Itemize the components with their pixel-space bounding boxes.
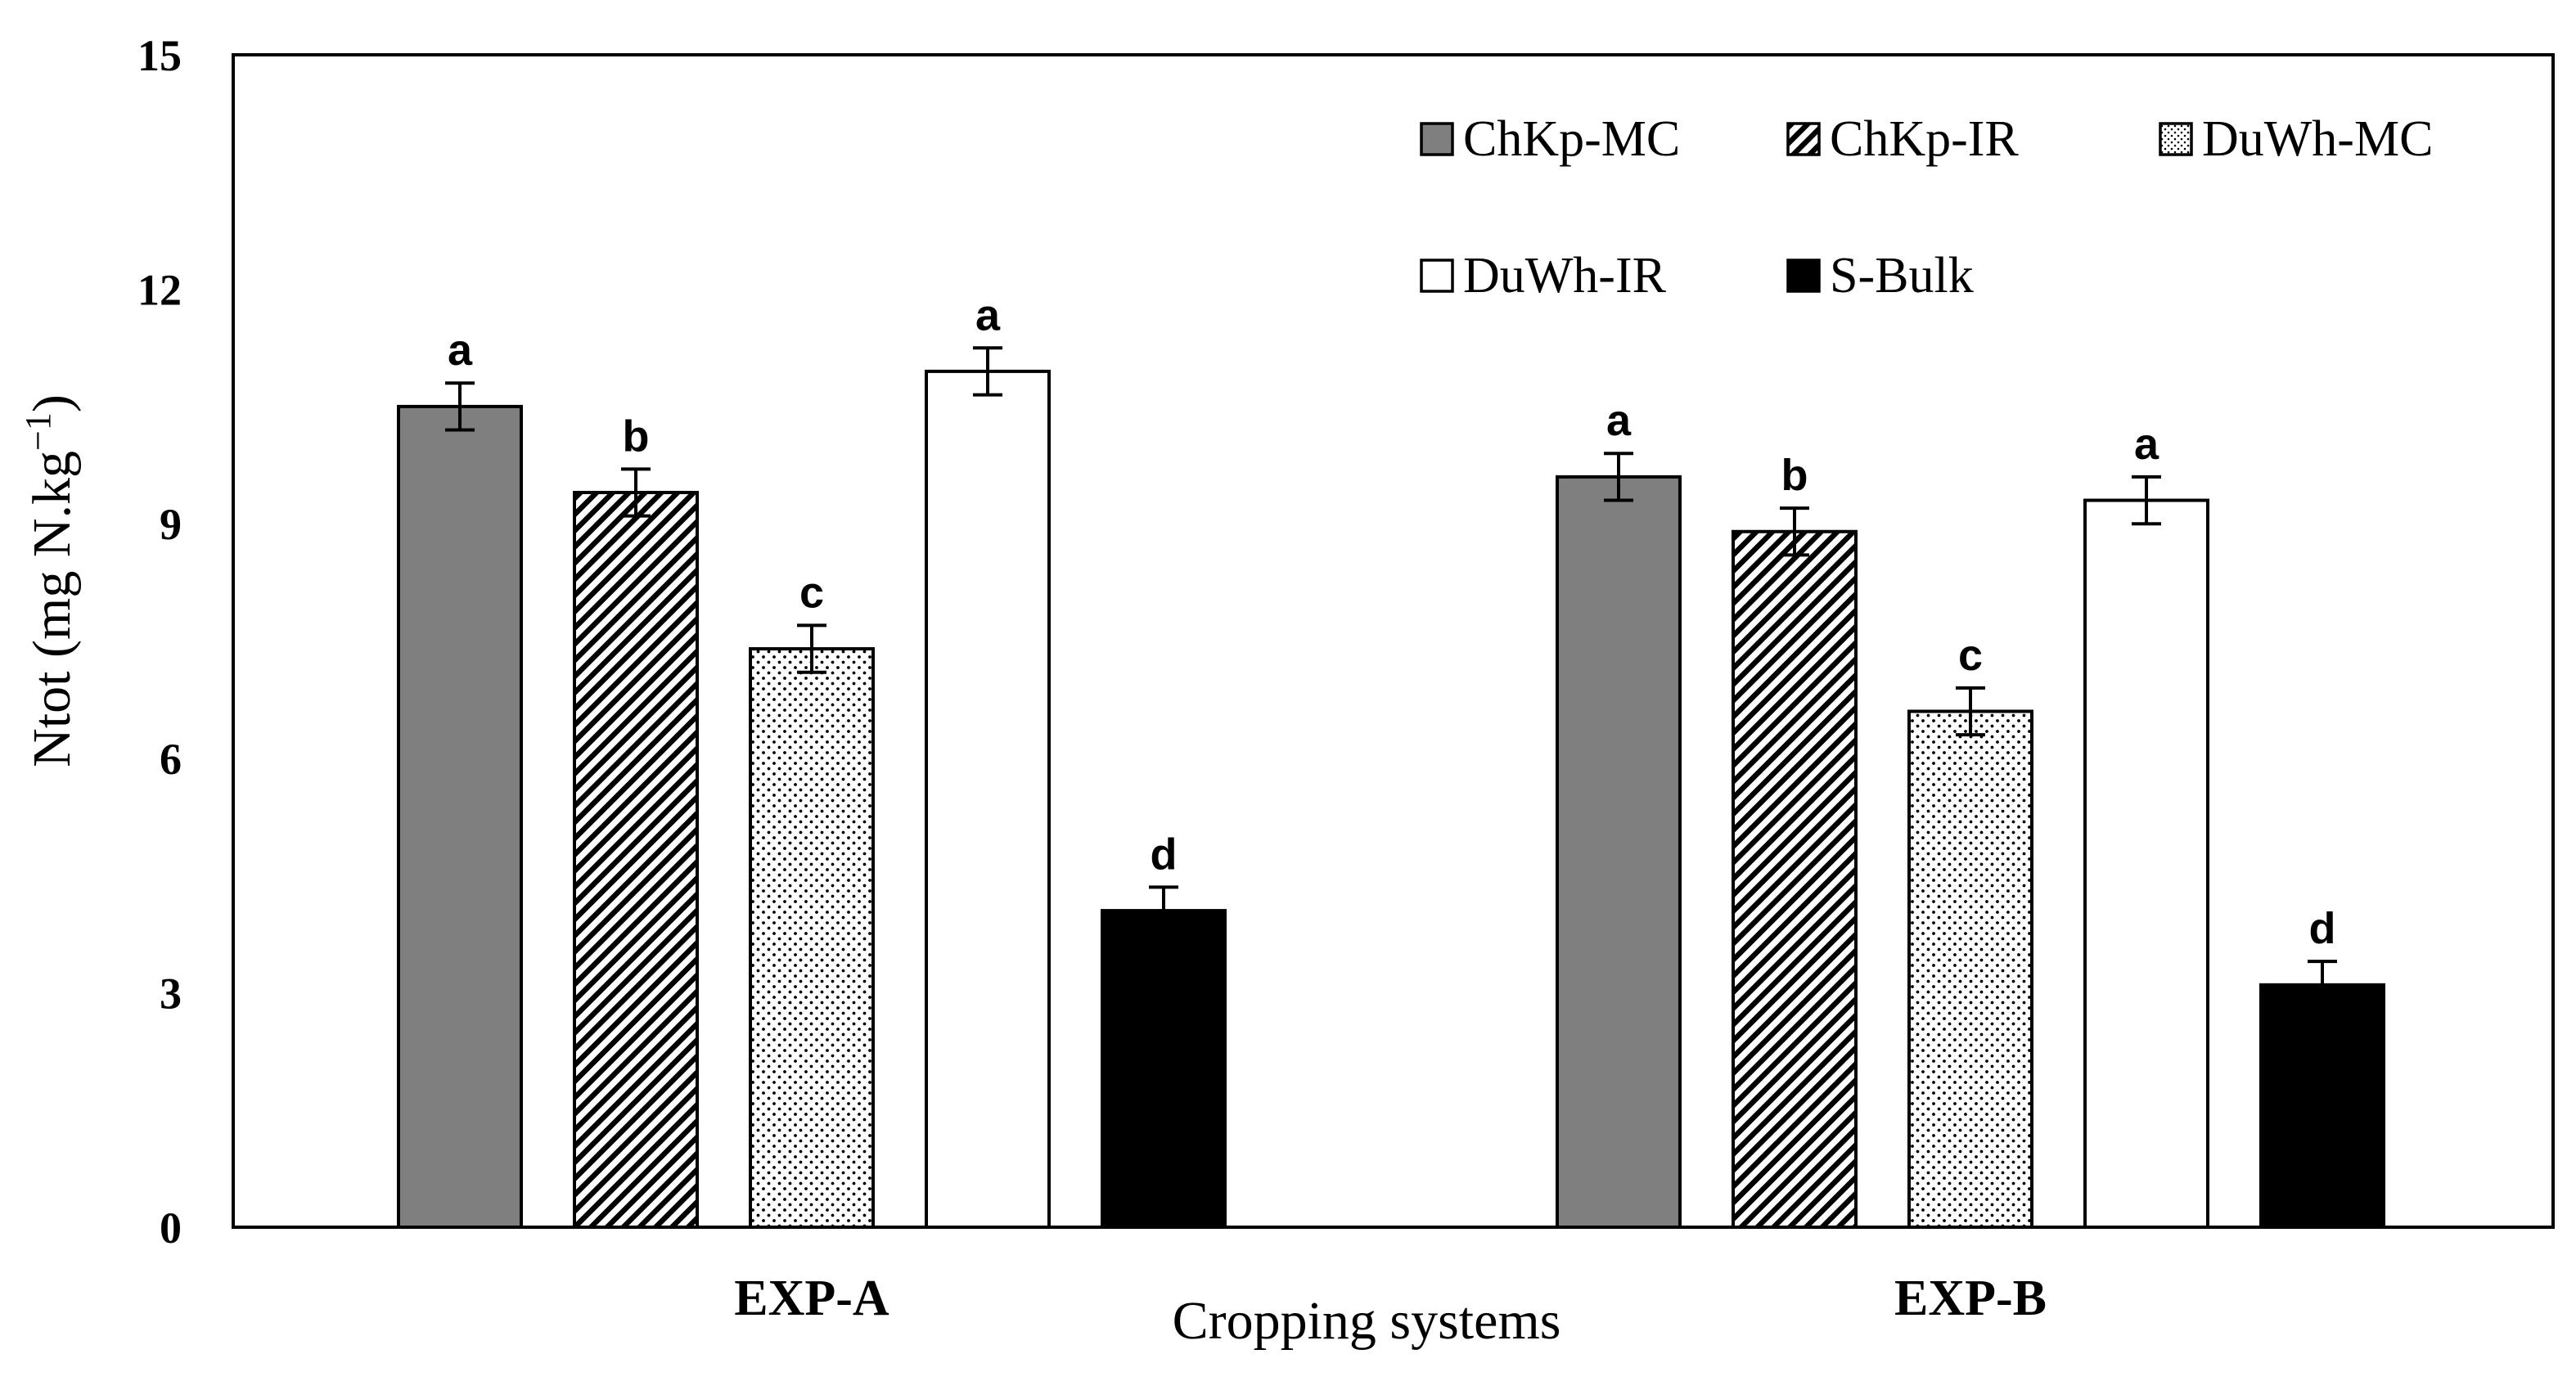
legend-label-chkp-mc: ChKp-MC — [1463, 111, 1680, 167]
error-bar-exp-a-duwh-mc — [797, 623, 826, 674]
bar-exp-a-duwh-mc — [749, 647, 875, 1229]
error-bar-exp-b-duwh-ir — [2132, 475, 2161, 526]
bar-group-exp-a: a b c a d EXP-A — [397, 290, 1227, 1326]
bar-exp-a-s-bulk — [1101, 909, 1227, 1229]
y-axis-title-close: ) — [22, 394, 82, 412]
error-bar-exp-a-s-bulk — [1149, 885, 1178, 936]
legend-swatch-s-bulk — [1786, 259, 1821, 293]
y-tick-label-0: 0 — [160, 1203, 182, 1253]
legend-item-chkp-ir: ChKp-IR — [1786, 111, 2019, 167]
significance-letter-exp-a-chkp-mc: a — [448, 326, 473, 375]
bar-exp-a-chkp-ir — [573, 490, 699, 1229]
error-bar-exp-b-s-bulk — [2308, 960, 2337, 1010]
bar-exp-b-s-bulk — [2259, 983, 2385, 1229]
legend-item-duwh-ir: DuWh-IR — [1420, 248, 1667, 304]
legend-swatch-chkp-ir — [1786, 122, 1821, 156]
significance-letter-exp-b-chkp-mc: a — [1606, 396, 1632, 445]
x-category-label-exp-a: EXP-A — [734, 1271, 889, 1326]
error-bar-exp-b-duwh-mc — [1956, 686, 1985, 737]
significance-letter-exp-b-chkp-ir: b — [1781, 451, 1808, 500]
y-axis-title-main: Ntot (mg N.kg — [22, 451, 82, 767]
legend-swatch-duwh-ir — [1420, 259, 1454, 293]
significance-letter-exp-a-duwh-ir: a — [975, 290, 1001, 340]
bar-exp-b-chkp-ir — [1732, 529, 1858, 1229]
y-tick-label-9: 9 — [160, 500, 182, 549]
error-bar-exp-a-chkp-ir — [621, 467, 651, 518]
plot-area-frame — [232, 53, 2555, 1229]
error-bar-exp-b-chkp-mc — [1604, 452, 1633, 502]
significance-letter-exp-a-chkp-ir: b — [623, 412, 650, 461]
legend-label-duwh-ir: DuWh-IR — [1463, 248, 1667, 304]
legend-label-duwh-mc: DuWh-MC — [2202, 111, 2433, 167]
significance-letter-exp-a-duwh-mc: c — [799, 568, 824, 617]
y-axis-ticks: 0 3 6 9 12 15 — [137, 31, 182, 1253]
bar-exp-a-duwh-ir — [925, 369, 1051, 1229]
significance-letter-exp-b-s-bulk: d — [2309, 904, 2336, 953]
legend-swatch-duwh-mc — [2159, 122, 2193, 156]
legend-swatch-chkp-mc — [1420, 122, 1454, 156]
bar-group-exp-b: a b c a d EXP-B — [1556, 396, 2385, 1326]
legend-label-s-bulk: S-Bulk — [1830, 248, 1974, 304]
y-tick-label-3: 3 — [160, 969, 182, 1018]
bar-exp-b-duwh-mc — [1907, 709, 2033, 1229]
significance-letter-exp-b-duwh-ir: a — [2134, 420, 2159, 469]
bar-exp-b-chkp-mc — [1556, 475, 1682, 1229]
error-bar-exp-b-chkp-ir — [1780, 506, 1809, 557]
legend-item-duwh-mc: DuWh-MC — [2159, 111, 2433, 167]
significance-letter-exp-b-duwh-mc: c — [1958, 631, 1983, 680]
y-axis-title-superscript: −1 — [18, 412, 58, 451]
legend-item-chkp-mc: ChKp-MC — [1420, 111, 1680, 167]
legend: ChKp-MC ChKp-IR DuWh-MC DuWh-IR S-Bulk — [1420, 111, 2433, 304]
legend-label-chkp-ir: ChKp-IR — [1830, 111, 2019, 167]
y-axis-title: Ntot (mg N.kg−1) — [18, 394, 82, 767]
significance-letter-exp-a-s-bulk: d — [1151, 830, 1178, 879]
x-axis-title: Cropping systems — [1173, 1291, 1561, 1351]
error-bar-exp-a-duwh-ir — [973, 346, 1002, 397]
bar-exp-b-duwh-ir — [2083, 498, 2209, 1229]
legend-item-s-bulk: S-Bulk — [1786, 248, 1974, 304]
y-tick-label-12: 12 — [137, 266, 182, 315]
y-tick-label-15: 15 — [137, 31, 182, 80]
bars-layer: a b c a d EXP-A a b c a d EXP-B — [397, 290, 2385, 1326]
x-category-label-exp-b: EXP-B — [1894, 1271, 2047, 1326]
error-bar-exp-a-chkp-mc — [445, 381, 475, 432]
y-tick-label-6: 6 — [160, 735, 182, 784]
bar-exp-a-chkp-mc — [397, 404, 523, 1229]
